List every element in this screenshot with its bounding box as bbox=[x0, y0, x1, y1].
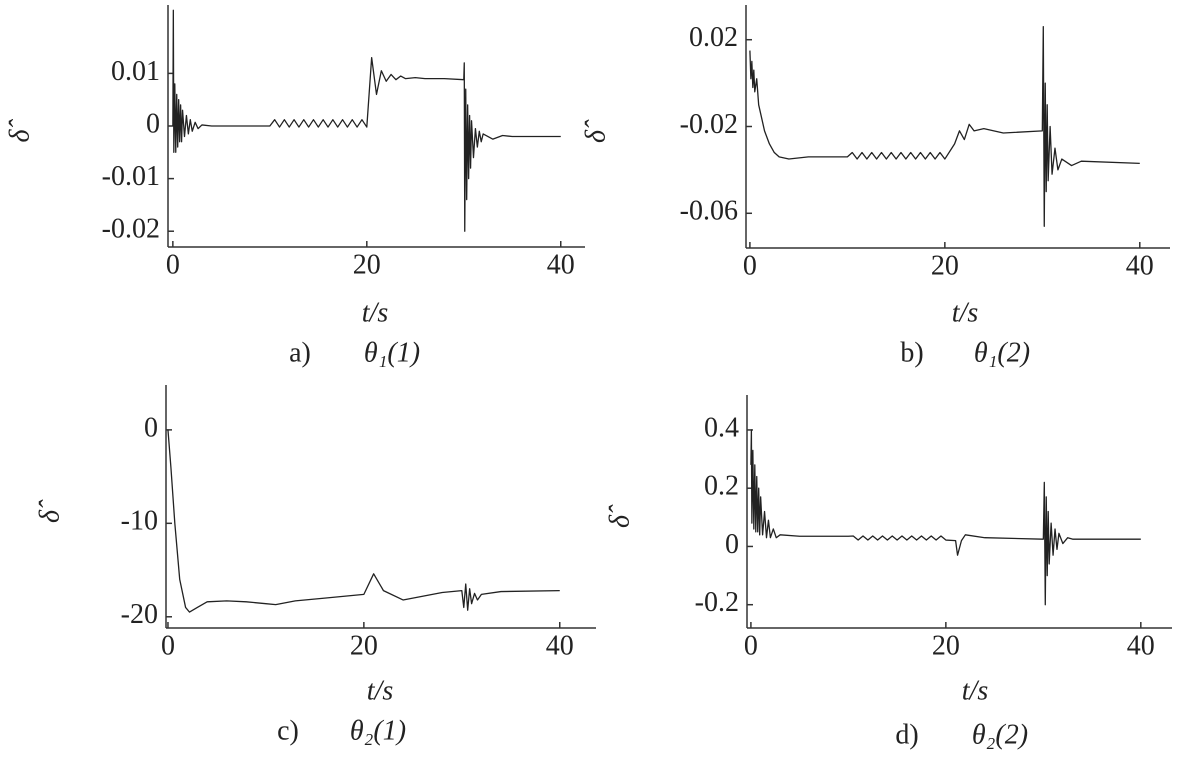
data-line bbox=[167, 429, 560, 613]
y-tick-label: -10 bbox=[121, 506, 158, 537]
x-tick-label: 40 bbox=[1126, 250, 1154, 281]
x-tick-label: 0 bbox=[166, 249, 180, 280]
panel-caption: b) bbox=[900, 337, 923, 368]
x-axis-label: t/s bbox=[962, 675, 989, 706]
y-axis-label: δ̂ bbox=[604, 504, 635, 528]
x-tick-label: 40 bbox=[547, 249, 575, 280]
x-tick-label: 0 bbox=[161, 630, 175, 661]
x-tick-label: 20 bbox=[350, 630, 378, 661]
panel-caption: c) bbox=[277, 715, 299, 746]
y-tick-label: 0.02 bbox=[689, 22, 738, 53]
x-tick-label: 40 bbox=[1127, 630, 1155, 661]
x-tick-label: 40 bbox=[546, 630, 574, 661]
x-axis-label: t/s bbox=[362, 297, 389, 328]
y-tick-label: -0.06 bbox=[680, 196, 738, 227]
y-tick-label: 0.01 bbox=[111, 56, 160, 87]
y-tick-label: 0.4 bbox=[704, 412, 739, 443]
data-line bbox=[749, 26, 1140, 227]
panel-subtitle: θ₁(1) bbox=[364, 337, 420, 368]
data-line bbox=[172, 9, 561, 232]
x-tick-label: 20 bbox=[932, 630, 960, 661]
data-line bbox=[750, 429, 1141, 606]
panel-caption: a) bbox=[289, 337, 311, 368]
y-axis-label: δ̂ bbox=[4, 118, 35, 142]
y-tick-label: -0.02 bbox=[102, 214, 160, 245]
y-axis-label: δ̂ bbox=[580, 119, 611, 143]
y-axis-label: δ̂ bbox=[34, 499, 65, 523]
panel-subtitle: θ₂(1) bbox=[350, 715, 406, 746]
x-tick-label: 0 bbox=[743, 250, 757, 281]
y-tick-label: -20 bbox=[121, 599, 158, 630]
y-tick-label: 0.2 bbox=[704, 471, 739, 502]
panel-subtitle: θ₁(2) bbox=[974, 337, 1030, 368]
x-axis-label: t/s bbox=[952, 297, 979, 328]
panel-subtitle: θ₂(2) bbox=[972, 719, 1028, 750]
panel-caption: d) bbox=[895, 719, 918, 750]
x-axis-label: t/s bbox=[367, 675, 394, 706]
x-tick-label: 0 bbox=[744, 630, 758, 661]
x-tick-label: 20 bbox=[353, 249, 381, 280]
y-tick-label: 0 bbox=[144, 412, 158, 443]
y-tick-label: 0 bbox=[146, 108, 160, 139]
y-tick-label: -0.2 bbox=[695, 587, 739, 618]
y-tick-label: -0.02 bbox=[680, 109, 738, 140]
y-tick-label: 0 bbox=[725, 529, 739, 560]
x-tick-label: 20 bbox=[931, 250, 959, 281]
y-tick-label: -0.01 bbox=[102, 161, 160, 192]
